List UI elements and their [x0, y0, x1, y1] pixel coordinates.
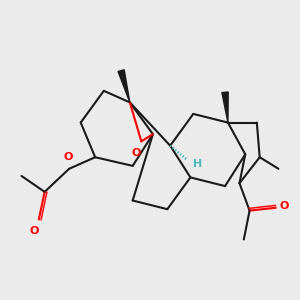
Text: O: O: [30, 226, 39, 236]
Text: O: O: [131, 148, 141, 158]
Text: H: H: [193, 159, 202, 169]
Polygon shape: [222, 92, 228, 123]
Polygon shape: [118, 70, 130, 102]
Text: O: O: [280, 201, 289, 211]
Text: O: O: [63, 152, 72, 162]
